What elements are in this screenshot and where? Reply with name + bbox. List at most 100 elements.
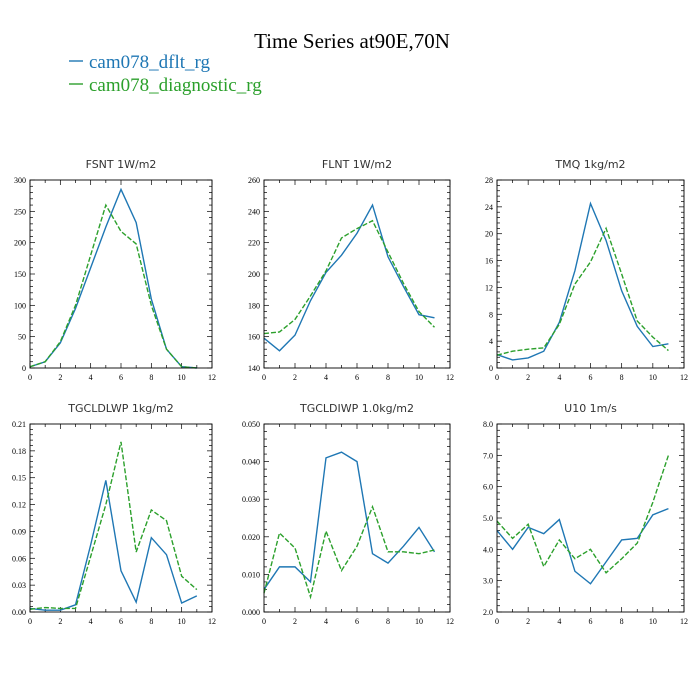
panel-title: TGCLDIWP 1.0kg/m2	[299, 402, 414, 415]
x-tick-label: 4	[557, 373, 561, 382]
series-line-dflt	[496, 507, 669, 585]
y-tick-label: 20	[485, 230, 493, 239]
y-tick-label: 0.030	[242, 495, 260, 504]
y-tick-label: 3.0	[483, 577, 493, 586]
chart-panel-2: FLNT 1W/m2 0 2 4 6 8 10 12 140 160 180 200 220 240 260	[248, 158, 454, 382]
y-tick-label: 50	[18, 333, 26, 342]
y-tick-label: 2.0	[483, 608, 493, 617]
y-tick-label: 220	[248, 239, 260, 248]
y-tick-label: 0.040	[242, 458, 260, 467]
panels: FSNT 1W/m20 2 4 6 8 10 12050100150200250300FLN…	[12, 158, 688, 626]
y-tick-label: 0.020	[242, 533, 260, 542]
y-tick-label: 6.0	[483, 483, 493, 492]
y-tick-label: 0.000	[242, 608, 260, 617]
y-tick-label: 150	[14, 270, 26, 279]
chart-panel-1: FSNT 1W/m2 0 2 4 6 8 10 12 0 50 100 150 200 250 300	[14, 158, 216, 382]
panel-title: TMQ 1kg/m2	[554, 158, 625, 171]
y-tick-label: 0.09	[12, 527, 26, 536]
y-tick-label: 260	[248, 176, 260, 185]
x-tick-label: 10	[178, 617, 186, 626]
y-tick-label: 28	[485, 176, 493, 185]
chart-panel-6: U10 1m/s 0 2 4 6 8 10 12 2.0 3.0 4.0 5.0 6.0 7.0 8.0	[483, 402, 688, 626]
x-tick-label: 12	[208, 373, 216, 382]
x-tick-label: 2	[58, 617, 62, 626]
series-line-diagnostic	[29, 441, 198, 611]
panel-title: U10 1m/s	[564, 402, 617, 415]
x-tick-label: 0	[28, 373, 32, 382]
x-tick-label: 4	[324, 373, 328, 382]
legend-label-dflt: cam078_dflt_rg	[89, 52, 211, 73]
legend-label-diagnostic: cam078_diagnostic_rg	[89, 75, 262, 96]
x-tick-label: 6	[589, 617, 593, 626]
chart-panel-5: TGCLDIWP 1.0kg/m2 0 2 4 6 8 10 12 0.000 0.010 0.02…	[242, 402, 454, 626]
y-tick-label: 140	[248, 364, 260, 373]
x-tick-label: 10	[178, 373, 186, 382]
series-line-dflt	[263, 203, 435, 352]
series-line-dflt	[29, 187, 197, 369]
x-tick-label: 4	[557, 617, 561, 626]
x-tick-label: 12	[680, 617, 688, 626]
y-tick-label: 250	[14, 207, 26, 216]
series-line-diagnostic	[496, 226, 669, 356]
y-tick-label: 300	[14, 176, 26, 185]
x-tick-label: 10	[649, 617, 657, 626]
y-tick-label: 0	[489, 364, 493, 373]
x-tick-label: 0	[262, 373, 266, 382]
x-tick-label: 8	[386, 373, 390, 382]
x-tick-label: 12	[680, 373, 688, 382]
y-tick-label: 0.21	[12, 420, 26, 429]
series-line-diagnostic	[263, 504, 435, 600]
x-tick-label: 6	[119, 617, 123, 626]
x-tick-label: 0	[28, 617, 32, 626]
panel-title: TGCLDLWP 1kg/m2	[67, 402, 173, 415]
series-line-diagnostic	[263, 219, 435, 335]
x-tick-label: 2	[58, 373, 62, 382]
plot-frame	[29, 179, 213, 369]
y-tick-label: 7.0	[483, 451, 493, 460]
x-tick-label: 0	[262, 617, 266, 626]
y-tick-label: 0.050	[242, 420, 260, 429]
y-tick-label: 240	[248, 207, 260, 216]
x-tick-label: 8	[386, 617, 390, 626]
plot-frame	[263, 179, 451, 369]
y-tick-label: 0.18	[12, 447, 26, 456]
panel-title: FLNT 1W/m2	[322, 158, 392, 171]
series-line-dflt	[29, 480, 198, 611]
y-tick-label: 0.15	[12, 474, 26, 483]
plot-frame	[29, 423, 213, 613]
plot-frame	[496, 179, 685, 369]
x-tick-label: 10	[415, 373, 423, 382]
panel-title: FSNT 1W/m2	[86, 158, 157, 171]
x-tick-label: 4	[89, 373, 93, 382]
y-tick-label: 0.010	[242, 570, 260, 579]
y-tick-label: 0.00	[12, 608, 26, 617]
y-tick-label: 16	[485, 257, 493, 266]
x-tick-label: 2	[526, 373, 530, 382]
y-tick-label: 180	[248, 301, 260, 310]
plot-frame	[496, 423, 685, 613]
y-tick-label: 4.0	[483, 545, 493, 554]
y-tick-label: 8.0	[483, 420, 493, 429]
x-tick-label: 6	[355, 617, 359, 626]
y-tick-label: 200	[14, 239, 26, 248]
y-tick-label: 160	[248, 333, 260, 342]
x-tick-label: 4	[89, 617, 93, 626]
chart-panel-4: TGCLDLWP 1kg/m2 0 2 4 6 8 10 12 0.00 0.03 0.06 0.09…	[12, 402, 216, 626]
y-tick-label: 12	[485, 283, 493, 292]
x-tick-label: 0	[495, 373, 499, 382]
x-tick-label: 4	[324, 617, 328, 626]
x-tick-label: 10	[415, 617, 423, 626]
figure-title: Time Series at90E,70N	[254, 29, 450, 53]
y-tick-label: 200	[248, 270, 260, 279]
x-tick-label: 0	[495, 617, 499, 626]
series-line-dflt	[496, 201, 669, 361]
x-tick-label: 6	[355, 373, 359, 382]
x-tick-label: 8	[620, 373, 624, 382]
series-line-diagnostic	[496, 455, 670, 574]
x-tick-label: 2	[526, 617, 530, 626]
y-tick-label: 0.03	[12, 581, 26, 590]
y-tick-label: 5.0	[483, 514, 493, 523]
y-tick-label: 0	[22, 364, 26, 373]
x-tick-label: 2	[293, 617, 297, 626]
